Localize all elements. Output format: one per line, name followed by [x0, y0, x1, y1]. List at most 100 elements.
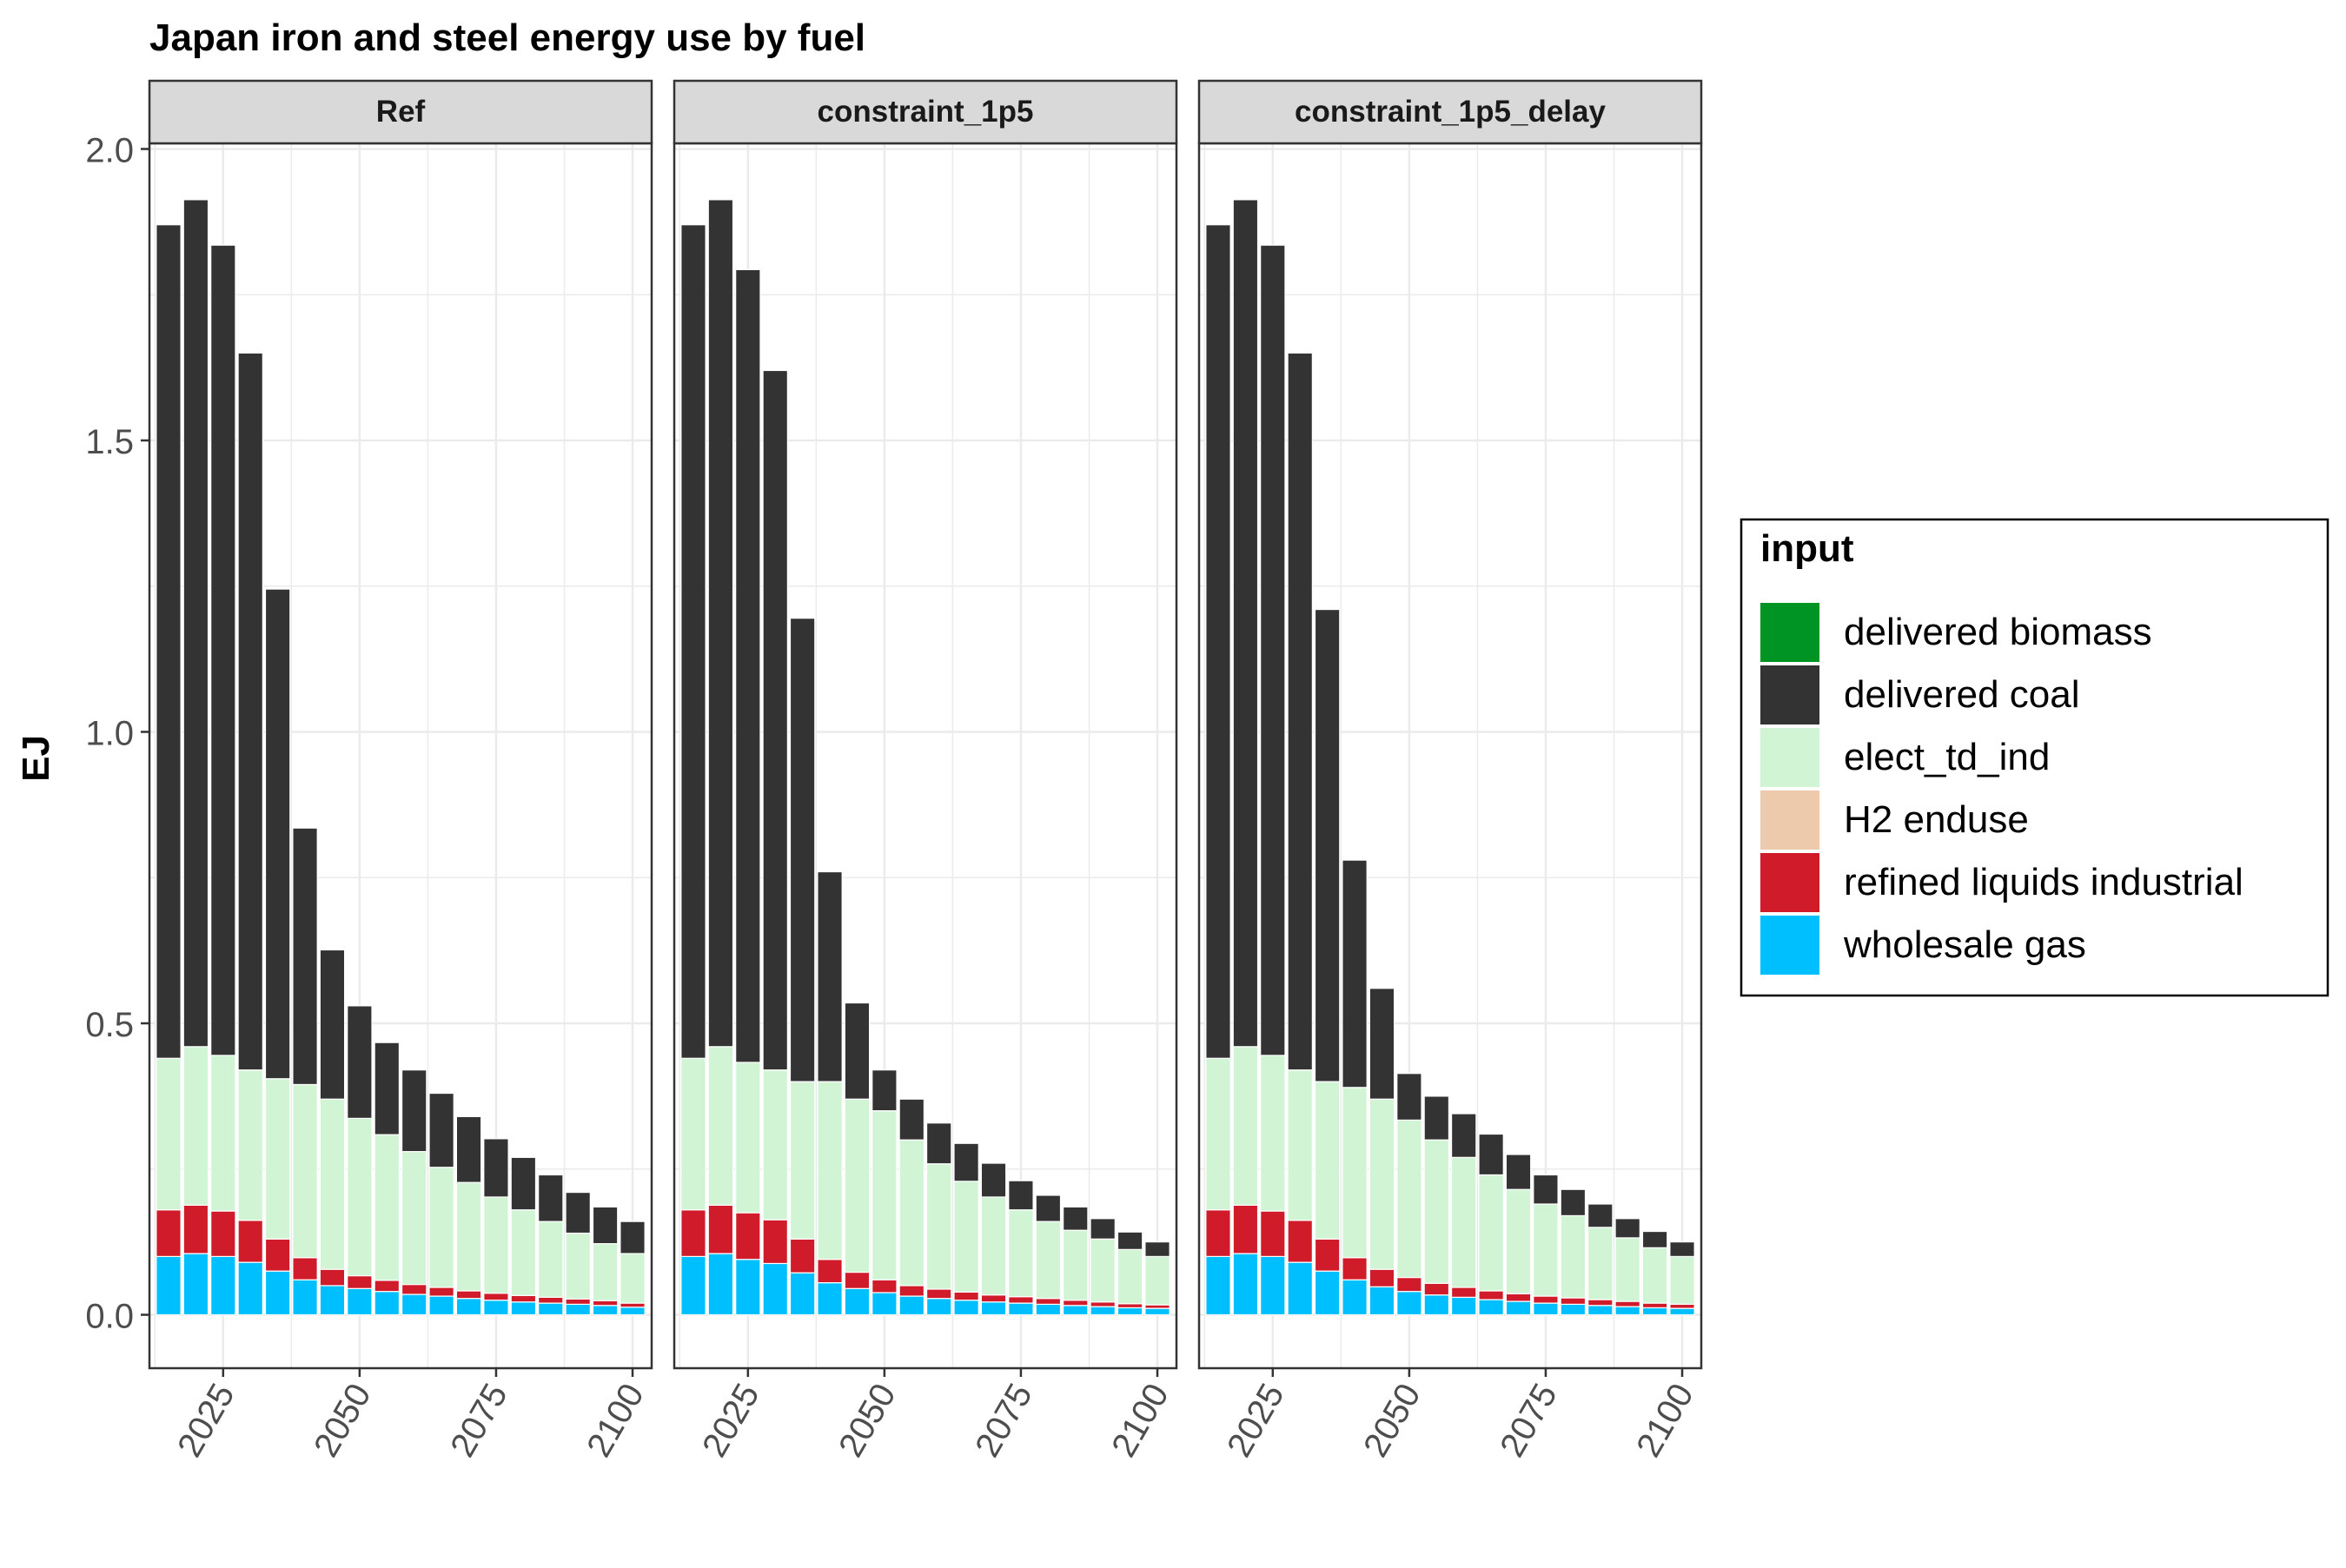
bar-segment — [925, 1122, 952, 1165]
bar-segment — [592, 1206, 619, 1245]
bar-segment — [565, 1191, 591, 1234]
bar-segment — [1314, 1238, 1341, 1272]
bar-segment — [1232, 1253, 1259, 1316]
bar-segment — [1117, 1303, 1143, 1309]
bar-segment — [401, 1069, 427, 1153]
bar-segment — [735, 1062, 761, 1214]
bar-segment — [565, 1298, 591, 1306]
bar-segment — [1587, 1299, 1614, 1307]
bar-segment — [1063, 1229, 1089, 1301]
bar-segment — [1035, 1303, 1062, 1316]
bar-segment — [401, 1151, 427, 1286]
bar-segment — [1450, 1296, 1477, 1316]
legend: input delivered biomass delivered coal ele… — [1740, 518, 2329, 997]
bar-segment — [182, 199, 209, 1048]
facet-strip — [1197, 79, 1703, 145]
bar-segment — [1090, 1238, 1116, 1303]
bar-segment — [789, 618, 816, 1082]
chart-title: Japan iron and steel energy use by fuel — [149, 17, 865, 59]
y-tick-label: 1.5 — [85, 423, 134, 461]
legend-label: delivered biomass — [1844, 611, 2152, 653]
bar-segment — [1008, 1180, 1034, 1211]
bar-segment — [1205, 1255, 1231, 1316]
bar-segment — [565, 1303, 591, 1316]
bar-segment — [762, 369, 788, 1071]
bar-segment — [1035, 1221, 1062, 1300]
bar-segment — [1641, 1247, 1668, 1304]
bar-segment — [1144, 1255, 1170, 1306]
bar-segment — [1205, 1209, 1231, 1257]
bar-segment — [925, 1163, 952, 1290]
bar-segment — [898, 1295, 925, 1316]
bar-segment — [374, 1280, 401, 1293]
bar-segment — [292, 827, 318, 1086]
bar-segment — [592, 1300, 619, 1307]
y-tick-label: 2.0 — [85, 132, 134, 170]
bar-segment — [817, 1281, 843, 1316]
bar-segment — [510, 1209, 537, 1296]
bar-segment — [538, 1174, 564, 1222]
bar-segment — [319, 1285, 346, 1316]
bar-segment — [1144, 1241, 1170, 1257]
bar-segment — [428, 1295, 454, 1316]
bar-segment — [1090, 1301, 1116, 1307]
bar-segment — [1560, 1188, 1587, 1217]
bar-segment — [817, 870, 843, 1082]
bar-segment — [292, 1083, 318, 1259]
bar-segment — [620, 1302, 646, 1308]
bar-segment — [182, 1046, 209, 1206]
facet-panel-constraint_1p5_delay: constraint_1p5_delay 2025 2050 2075 2100 — [1197, 79, 1703, 1464]
bar-segment — [1560, 1297, 1587, 1306]
bar-segment — [898, 1139, 925, 1287]
x-tick-label: 2100 — [1629, 1378, 1701, 1464]
legend-key — [1760, 665, 1819, 724]
bar-segment — [292, 1257, 318, 1280]
x-tick-label: 2050 — [307, 1378, 379, 1464]
legend-key — [1760, 603, 1819, 662]
bar-segment — [680, 224, 706, 1059]
bar-segment — [707, 1046, 734, 1206]
bar-segment — [680, 1057, 706, 1211]
bar-segment — [1260, 1055, 1286, 1212]
bar-segment — [789, 1238, 816, 1274]
x-tick-label: 2075 — [1493, 1378, 1565, 1464]
bar-segment — [1396, 1291, 1422, 1316]
bar-segment — [620, 1221, 646, 1254]
bar-segment — [1008, 1209, 1034, 1298]
bar-segment — [1342, 1087, 1368, 1259]
bar-segment — [680, 1209, 706, 1257]
legend-key — [1760, 728, 1819, 787]
bar-segment — [762, 1069, 788, 1221]
bar-segment — [1144, 1307, 1170, 1316]
bar-segment — [707, 199, 734, 1048]
bar-segment — [374, 1134, 401, 1281]
x-tick-label: 2075 — [968, 1378, 1040, 1464]
bar-segment — [1035, 1194, 1062, 1222]
bar-segment — [1260, 1210, 1286, 1258]
bar-segment — [1423, 1282, 1450, 1296]
bar-segment — [1423, 1139, 1450, 1284]
bar-segment — [1232, 199, 1259, 1048]
facet-strip — [148, 79, 653, 145]
bar-segment — [707, 1253, 734, 1316]
bar-segment — [510, 1294, 537, 1303]
bar-segment — [156, 224, 182, 1059]
bar-segment — [319, 1098, 346, 1270]
bar-segment — [1368, 988, 1395, 1100]
bar-segment — [210, 1210, 236, 1258]
bar-segment — [1587, 1227, 1614, 1300]
bar-segment — [401, 1284, 427, 1295]
bar-segment — [401, 1293, 427, 1316]
bar-segment — [1423, 1294, 1450, 1316]
facet-panel-Ref: Ref 2025 2050 2075 2100 — [148, 79, 653, 1464]
bar-segment — [1614, 1300, 1640, 1307]
y-tick-label: 1.0 — [85, 715, 134, 753]
bar-segment — [510, 1301, 537, 1316]
bar-segment — [1614, 1237, 1640, 1302]
bar-segment — [455, 1181, 482, 1292]
bar-segment — [1505, 1154, 1532, 1190]
bar-segment — [210, 244, 236, 1056]
bar-segment — [1641, 1302, 1668, 1309]
